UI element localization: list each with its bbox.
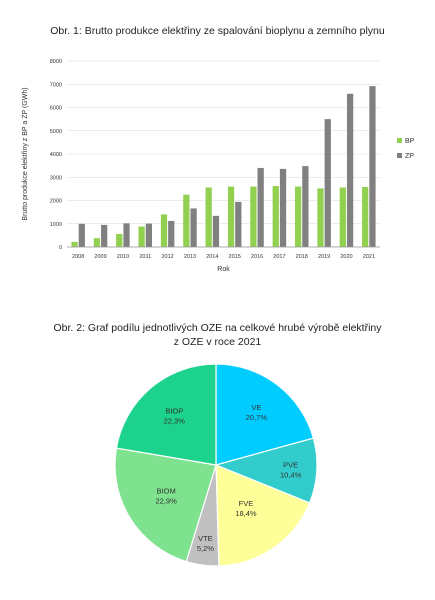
bar-zp-2019	[324, 119, 331, 247]
x-axis-label: Rok	[217, 266, 230, 273]
pie-slice-biom	[114, 447, 217, 563]
x-tick-label: 2021	[363, 254, 375, 260]
bar-zp-2012	[168, 220, 175, 247]
pie-label-value-ve: 20,7%	[246, 413, 268, 422]
y-tick-label: 8000	[50, 59, 62, 65]
bar-bp-2009	[93, 238, 101, 247]
pie-label-name-pve: PVE	[283, 460, 298, 469]
legend-label-zp: ZP	[405, 153, 414, 160]
bar-zp-2014	[212, 215, 220, 247]
legend-label-bp: BP	[405, 138, 415, 145]
bar-zp-2013	[190, 208, 197, 247]
pie-chart-title: Obr. 2: Graf podílu jednotlivých OZE na …	[0, 321, 435, 349]
bar-bp-2008	[71, 241, 78, 247]
bar-bp-2019	[317, 188, 324, 247]
y-tick-label: 6000	[50, 106, 62, 112]
pie-label-name-vte: VTE	[198, 534, 213, 543]
y-tick-label: 1000	[50, 222, 62, 228]
bar-bp-2014	[205, 187, 212, 247]
x-tick-label: 2016	[251, 254, 263, 260]
pie-label-name-biop: BIOP	[165, 407, 183, 416]
pie-label-value-biom: 22,9%	[155, 497, 177, 506]
bar-zp-2018	[302, 166, 309, 247]
bar-bp-2010	[116, 233, 123, 247]
x-tick-label: 2010	[117, 254, 129, 260]
bar-zp-2017	[279, 168, 287, 247]
pie-title-line2: z OZE v roce 2021	[173, 336, 262, 348]
y-axis-label: Brutto produkce elektřiny z BP a ZP (GWh…	[22, 87, 29, 220]
bar-bp-2015	[227, 186, 235, 247]
pie-title-line1: Obr. 2: Graf podílu jednotlivých OZE na …	[53, 322, 382, 334]
legend-swatch-bp	[397, 138, 402, 143]
bar-zp-2010	[123, 223, 130, 247]
bar-zp-2009	[101, 224, 108, 247]
bar-bp-2018	[294, 186, 302, 247]
pie-label-value-biop: 22,3%	[164, 417, 186, 426]
bar-bp-2013	[183, 194, 190, 247]
pie-label-value-pve: 10,4%	[280, 470, 302, 479]
pie-slice-biop	[115, 363, 217, 466]
y-tick-label: 2000	[50, 199, 62, 205]
x-tick-label: 2009	[94, 254, 106, 260]
bar-bp-2017	[272, 186, 279, 247]
y-tick-label: 7000	[50, 82, 62, 88]
y-tick-label: 3000	[50, 175, 62, 181]
x-tick-label: 2011	[139, 254, 151, 260]
y-tick-label: 5000	[50, 129, 62, 135]
bar-chart: 0 1000 2000 3000 4000 5000 6000 7000 8000 2008 20…	[22, 59, 415, 273]
pie-label-name-fve: FVE	[239, 499, 254, 508]
x-tick-label: 2015	[229, 254, 241, 260]
legend-swatch-zp	[397, 153, 402, 158]
bar-bp-2021	[362, 187, 369, 247]
x-tick-label: 2013	[184, 254, 196, 260]
pie-label-value-vte: 5,2%	[197, 544, 214, 553]
bar-bp-2011	[138, 226, 145, 247]
x-tick-label: 2017	[273, 254, 285, 260]
pie-label-value-fve: 18,4%	[235, 509, 257, 518]
bar-zp-2021	[369, 86, 376, 247]
x-tick-label: 2012	[161, 254, 173, 260]
x-tick-label: 2008	[72, 254, 84, 260]
bar-zp-2008	[78, 223, 85, 247]
bar-chart-title: Obr. 1: Brutto produkce elektřiny ze spa…	[50, 25, 385, 37]
x-tick-label: 2019	[318, 254, 330, 260]
bar-zp-2015	[235, 201, 242, 247]
bar-bp-2020	[339, 187, 346, 247]
bar-zp-2011	[145, 223, 153, 247]
x-tick-label: 2018	[296, 254, 308, 260]
pie-label-name-ve: VE	[251, 403, 261, 412]
bar-zp-2016	[257, 167, 264, 247]
pie-slice-fve	[215, 464, 311, 567]
bar-bp-2012	[160, 214, 168, 247]
bar-bp-2016	[250, 186, 257, 247]
pie-label-name-biom: BIOM	[157, 487, 176, 496]
pie-slice-ve	[215, 363, 315, 466]
x-tick-label: 2014	[206, 254, 218, 260]
y-tick-label: 4000	[50, 152, 62, 158]
x-tick-label: 2020	[340, 254, 352, 260]
y-tick-label: 0	[59, 245, 62, 251]
bar-zp-2020	[346, 93, 354, 247]
